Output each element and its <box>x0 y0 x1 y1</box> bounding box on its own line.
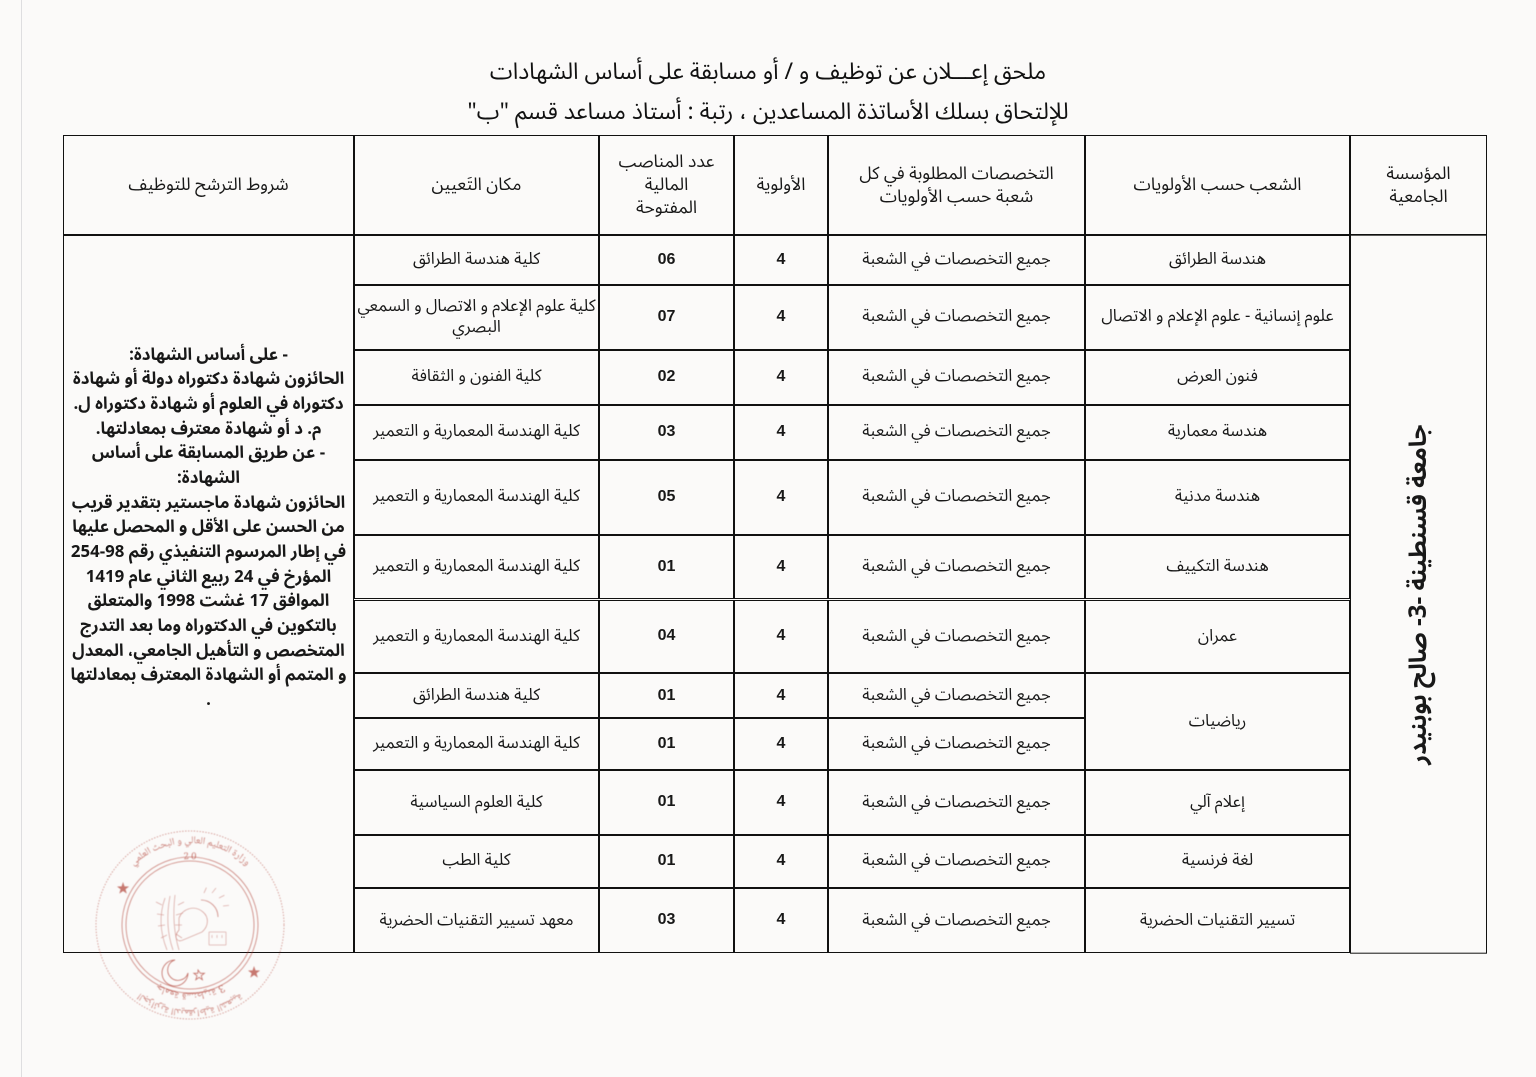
svg-text:0 2: 0 2 <box>183 849 197 865</box>
